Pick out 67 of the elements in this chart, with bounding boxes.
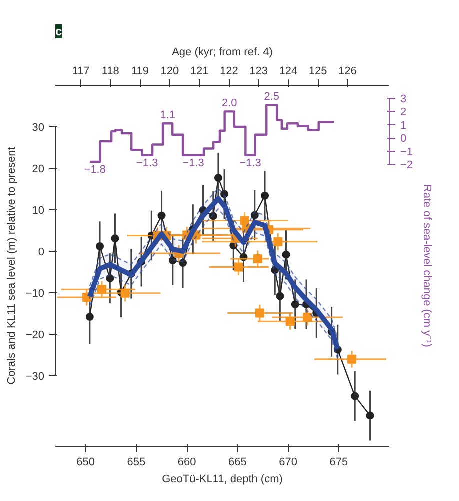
data-label: 2.5: [264, 91, 280, 104]
x2-tick-label: 122: [220, 66, 238, 78]
x2-tick-label: 117: [72, 66, 90, 78]
x-tick-label: 660: [178, 456, 196, 468]
point: [366, 412, 374, 420]
y2-tick-label: 1: [400, 120, 407, 132]
point: [253, 254, 262, 264]
x-tick-label: 650: [76, 456, 96, 468]
point: [86, 313, 94, 322]
point: [261, 192, 270, 200]
x-tick-label: 655: [127, 456, 146, 468]
x-axis-title: GeoTü-KL11, depth (cm): [162, 474, 283, 486]
y-tick-label: −10: [26, 288, 45, 300]
y2-axis-title: Rate of sea-level change (cm y⁻¹): [421, 184, 434, 348]
point: [303, 312, 312, 322]
y2-tick-label: −1: [400, 146, 414, 158]
point: [220, 190, 229, 198]
point: [291, 300, 300, 309]
point: [274, 237, 283, 246]
point: [168, 256, 177, 265]
x2-tick-label: 123: [250, 66, 268, 78]
data-label: −1.3: [136, 157, 158, 170]
point: [98, 285, 107, 294]
y-tick-label: 10: [32, 204, 45, 217]
y2-tick-label: 2: [400, 106, 407, 119]
x-tick-label: 665: [228, 456, 247, 468]
x2-tick-label: 120: [160, 66, 180, 78]
point: [209, 212, 218, 220]
text: c: [56, 24, 62, 38]
x2-tick-label: 126: [338, 66, 357, 78]
point: [111, 234, 120, 243]
y2-tick-label: 3: [400, 93, 407, 106]
point: [276, 292, 284, 300]
point: [120, 288, 130, 298]
x2-tick-label: 121: [190, 66, 209, 78]
y-tick-label: 0: [38, 246, 45, 258]
y-axis-title: Corals and KL11 sea level (m) relative to present: [6, 147, 18, 385]
point: [214, 174, 222, 182]
x2-axis-title: Age (kyr; from ref. 4): [172, 46, 273, 58]
y-tick-label: 20: [32, 163, 45, 176]
point: [158, 212, 166, 220]
y2-tick-label: −2: [400, 160, 414, 172]
data-label: 2.0: [222, 98, 238, 110]
point: [179, 259, 188, 268]
y2-tick-label: 0: [400, 133, 407, 146]
point: [255, 308, 264, 318]
y-tick-label: 30: [32, 122, 45, 134]
x-tick-label: 670: [279, 456, 298, 468]
point: [348, 354, 357, 364]
point: [234, 262, 244, 272]
point: [351, 392, 360, 400]
x2-tick-label: 118: [102, 66, 120, 78]
x-tick-label: 675: [330, 456, 348, 468]
data-label: −1.3: [240, 157, 262, 170]
x2-tick-label: 124: [279, 66, 298, 78]
data-label: 1.1: [160, 110, 176, 122]
y-tick-label: −20: [26, 329, 45, 342]
point: [282, 250, 290, 259]
data-label: −1.8: [84, 164, 106, 176]
x2-tick-label: 119: [131, 66, 150, 78]
data-label: −1.3: [182, 157, 204, 170]
x2-tick-label: 125: [308, 66, 328, 78]
point: [250, 211, 259, 220]
point: [106, 274, 114, 282]
point: [286, 317, 295, 326]
y-tick-label: −30: [26, 370, 45, 383]
point: [96, 242, 104, 250]
